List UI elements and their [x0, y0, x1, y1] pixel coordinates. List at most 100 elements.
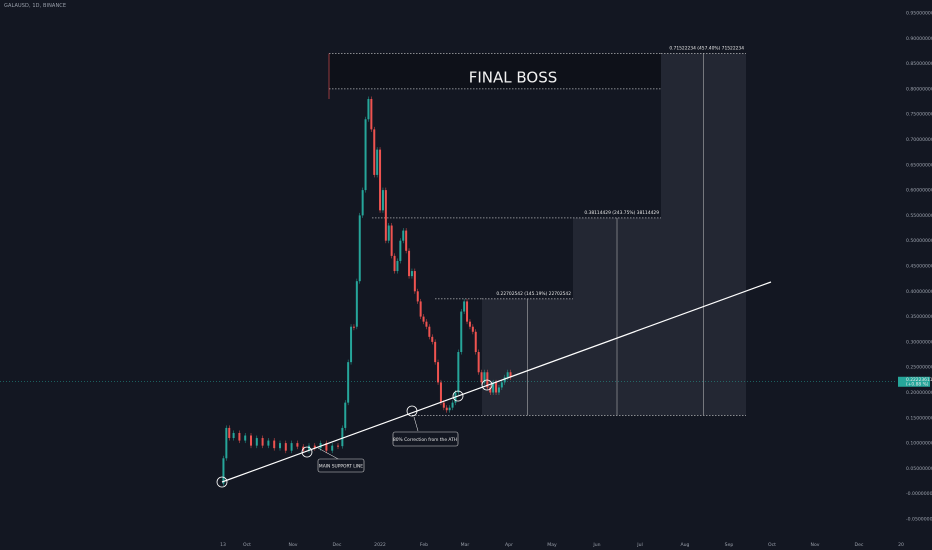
y-tick-label: 0.85000000 — [906, 61, 932, 67]
candle — [399, 240, 402, 261]
y-tick-label: 0.90000000 — [906, 36, 932, 42]
x-tick-label: Jun — [592, 542, 600, 548]
candle — [431, 336, 434, 342]
candle — [445, 407, 448, 411]
y-tick-label: 0.60000000 — [906, 188, 932, 194]
candle — [284, 443, 287, 451]
candle — [451, 402, 454, 408]
x-tick-label: Apr — [505, 542, 513, 548]
symbol-label: GALAUSD, 1D, BINANCE — [4, 3, 67, 9]
candle — [471, 326, 474, 332]
y-tick-label: 0.80000000 — [906, 86, 932, 92]
candle — [379, 149, 382, 211]
candle — [313, 445, 316, 449]
x-tick-label: Oct — [768, 542, 776, 548]
candle — [503, 377, 506, 383]
candle — [390, 225, 393, 256]
candle — [419, 301, 422, 317]
y-tick-label: 0.65000000 — [906, 162, 932, 168]
candle — [466, 301, 469, 322]
x-tick-label: Sep — [725, 542, 734, 548]
chart-title: FINAL BOSS — [469, 68, 558, 86]
touch-circle — [481, 379, 493, 391]
candle — [437, 362, 440, 383]
candle — [364, 119, 367, 191]
candle — [428, 326, 431, 337]
candle — [373, 129, 376, 175]
candle — [425, 321, 428, 327]
candle — [244, 435, 247, 441]
y-tick-label: 0.30000000 — [906, 339, 932, 345]
x-tick-label: Dec — [855, 542, 864, 548]
price-tag-value: 0.22223611 — [906, 377, 932, 383]
candle — [255, 438, 258, 446]
candle — [497, 387, 500, 393]
candle — [308, 445, 310, 451]
candle — [434, 341, 437, 363]
y-tick-label: 0.25000000 — [906, 365, 932, 371]
candle — [422, 316, 425, 322]
target-label: 0.22702542 (145.19%) 22702542 — [496, 291, 571, 297]
candle — [500, 382, 503, 388]
candle — [489, 387, 492, 393]
candle — [506, 372, 509, 378]
candle — [405, 230, 408, 251]
candle — [387, 225, 390, 241]
callout-label: 80% Correction from the ATH — [393, 437, 457, 443]
x-tick-label: 2022 — [374, 542, 386, 548]
candle — [355, 281, 358, 327]
y-tick-label: 0.20000000 — [906, 390, 932, 396]
candle — [367, 99, 370, 120]
y-tick-label: 0.05000000 — [906, 466, 932, 472]
y-tick-label: 0.75000000 — [906, 112, 932, 118]
candle — [396, 260, 399, 272]
candle — [381, 190, 384, 211]
candle — [222, 458, 225, 484]
candle — [463, 301, 466, 312]
support-line — [221, 281, 772, 483]
y-tick-label: 0.50000000 — [906, 238, 932, 244]
touch-circle — [301, 446, 313, 458]
candle — [361, 190, 364, 216]
candle — [370, 99, 373, 130]
x-tick-label: Feb — [420, 542, 428, 548]
candle — [296, 443, 299, 447]
price-tag-sub: (+0.88 %) — [906, 381, 929, 387]
callout-box — [392, 431, 459, 447]
y-tick-label: 0.95000000 — [906, 11, 932, 17]
candle — [261, 438, 264, 446]
candle — [509, 372, 512, 378]
candle — [442, 402, 445, 408]
price-tag — [898, 376, 930, 387]
candle — [341, 427, 344, 447]
y-tick-label: 0.10000000 — [906, 441, 932, 447]
candle — [492, 382, 495, 393]
candle — [474, 331, 477, 353]
candle — [384, 190, 387, 241]
candle — [402, 230, 405, 241]
x-tick-label: Dec — [333, 542, 342, 548]
x-tick-label: 20 — [898, 542, 904, 548]
callout-line — [317, 447, 341, 461]
boss-box — [329, 53, 661, 89]
x-tick-label: Mar — [461, 542, 470, 548]
candle — [232, 432, 235, 439]
x-tick-label: Jul — [636, 542, 643, 548]
candle — [408, 250, 411, 277]
candle — [267, 440, 270, 446]
candle — [238, 432, 241, 441]
candle — [350, 326, 353, 363]
target-label: 0.38114429 (243.75%) 38114429 — [584, 210, 659, 216]
candle — [410, 271, 413, 277]
x-tick-label: Oct — [243, 542, 251, 548]
candle — [439, 382, 442, 403]
touch-circle — [406, 405, 418, 417]
y-tick-label: -0.05000000 — [906, 517, 932, 523]
candle — [376, 149, 379, 175]
candle — [457, 352, 460, 393]
callout-label: MAIN SUPPORT LINE — [319, 464, 363, 470]
x-tick-label: May — [547, 542, 557, 548]
